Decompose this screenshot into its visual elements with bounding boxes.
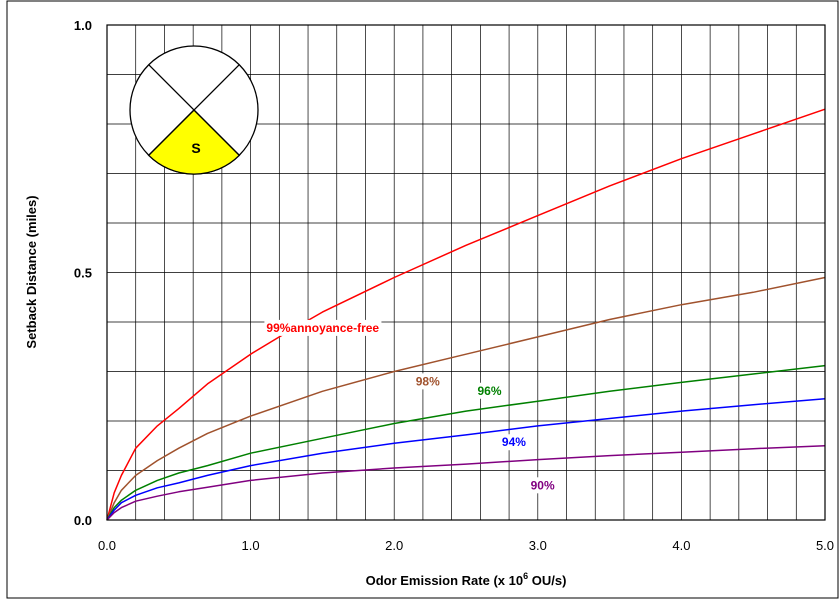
x-tick-label: 5.0 — [816, 538, 834, 553]
series-label-background — [499, 434, 529, 451]
series-label-3: 94% — [502, 435, 526, 449]
series-label-4: 90% — [531, 478, 555, 492]
series-label-2: 96% — [477, 384, 501, 398]
south-quadrant-highlight — [147, 109, 241, 175]
series-lines — [106, 108, 826, 521]
series-label-background — [264, 319, 382, 336]
direction-inset: S — [129, 45, 259, 175]
y-tick-labels: 0.0 0.5 1.0 — [74, 18, 92, 528]
series-line-0 — [106, 108, 826, 521]
series-line-4 — [106, 445, 826, 521]
series-label-0: 99%annoyance-free — [266, 321, 379, 335]
series-labels: 99%annoyance-free 98% 96% 94% 90% — [264, 319, 557, 494]
x-tick-label: 3.0 — [529, 538, 547, 553]
x-tick-label: 4.0 — [672, 538, 690, 553]
grid — [107, 25, 825, 520]
x-tick-label: 0.0 — [98, 538, 116, 553]
x-tick-labels: 0.0 1.0 2.0 3.0 4.0 5.0 — [98, 538, 834, 553]
series-line-2 — [106, 364, 826, 521]
series-line-3 — [106, 397, 826, 521]
series-label-1: 98% — [416, 374, 440, 388]
y-axis-label: Setback Distance (miles) — [24, 195, 39, 348]
x-axis-label: Odor Emission Rate (x 106 OU/s) — [366, 571, 567, 588]
plot-area-border — [106, 24, 826, 521]
series-label-background — [475, 382, 504, 399]
series-line-1 — [106, 276, 826, 521]
series-label-background — [528, 477, 557, 494]
inset-divider-b — [148, 64, 240, 156]
y-tick-label: 1.0 — [74, 18, 92, 33]
series-label-background — [413, 373, 443, 390]
x-tick-label: 2.0 — [385, 538, 403, 553]
y-tick-label: 0.5 — [74, 266, 92, 281]
x-tick-label: 1.0 — [242, 538, 260, 553]
y-tick-label: 0.0 — [74, 513, 92, 528]
inset-quadrant-label: S — [191, 140, 200, 156]
